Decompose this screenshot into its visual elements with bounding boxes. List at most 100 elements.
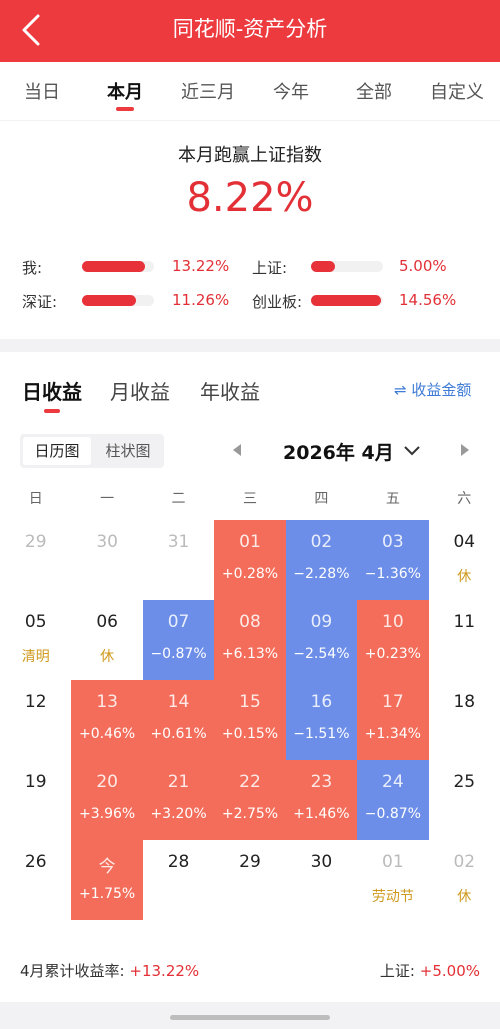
calendar-day-cell: 30 xyxy=(71,520,142,600)
compare-value-sh: 5.00% xyxy=(399,257,447,275)
day-number: 15 xyxy=(239,692,261,712)
day-number: 11 xyxy=(453,612,476,632)
calendar-day-cell[interactable]: 02 −2.28% xyxy=(285,520,358,600)
day-number: 25 xyxy=(453,772,476,792)
calendar-day-cell[interactable]: 24 −0.87% xyxy=(357,760,429,840)
day-number: 30 xyxy=(96,532,118,552)
tab-today[interactable]: 当日 xyxy=(24,82,60,103)
day-number: 01 xyxy=(382,852,404,872)
calendar-day-cell: 29 xyxy=(0,520,71,600)
calendar-day-cell[interactable]: 07 −0.87% xyxy=(142,600,215,680)
calendar-day-cell[interactable]: 22 +2.75% xyxy=(214,760,286,840)
day-number: 02 xyxy=(310,532,333,552)
calendar-day-cell[interactable]: 01 +0.28% xyxy=(214,520,286,600)
day-number: 22 xyxy=(239,772,261,792)
day-number: 18 xyxy=(453,692,476,712)
day-return-value: −2.54% xyxy=(293,646,350,662)
day-number: 08 xyxy=(239,612,261,632)
calendar-day-cell: 06 休 xyxy=(71,600,142,680)
calendar-day-cell: 31 xyxy=(143,520,214,600)
calendar-day-cell[interactable]: 08 +6.13% xyxy=(214,600,286,680)
day-return-value: +6.13% xyxy=(221,646,279,662)
compare-label-me: 我: xyxy=(22,259,43,277)
calendar-day-cell[interactable]: 13 +0.46% xyxy=(71,680,143,760)
compare-bar-cyb xyxy=(311,295,383,306)
bar-chart-view-button[interactable]: 柱状图 xyxy=(105,442,151,460)
toggle-amount-link[interactable]: ⇌ 收益金额 xyxy=(394,381,472,399)
calendar-day-cell[interactable]: 今 +1.75% xyxy=(71,840,143,920)
calendar-day-cell[interactable]: 23 +1.46% xyxy=(285,760,358,840)
day-return-value: −1.36% xyxy=(364,566,421,582)
compare-value-cyb: 14.56% xyxy=(399,291,457,309)
calendar-day-cell[interactable]: 16 −1.51% xyxy=(285,680,358,760)
calendar-day-cell: 30 xyxy=(286,840,357,920)
day-return-value: +3.20% xyxy=(150,806,207,822)
calendar-day-cell: 02 休 xyxy=(429,840,500,920)
tab-this-year[interactable]: 今年 xyxy=(273,82,309,103)
day-number: 19 xyxy=(24,772,47,792)
index-return: 上证: +5.00% xyxy=(380,960,480,981)
calendar-day-cell[interactable]: 10 +0.23% xyxy=(357,600,429,680)
compare-bar-me xyxy=(82,261,154,272)
day-return-value: +1.46% xyxy=(293,806,350,822)
compare-bar-cyb-fill xyxy=(311,295,381,306)
tab-this-month[interactable]: 本月 xyxy=(107,82,143,103)
back-arrow-icon[interactable] xyxy=(12,10,52,50)
day-number: 29 xyxy=(24,532,47,552)
day-return-value: +0.46% xyxy=(79,726,136,742)
chevron-down-icon[interactable] xyxy=(402,440,422,460)
compare-bar-me-fill xyxy=(82,261,146,272)
day-number: 09 xyxy=(310,612,333,632)
compare-value-sz: 11.26% xyxy=(172,291,230,309)
day-number: 21 xyxy=(167,772,190,792)
day-return-value: +1.34% xyxy=(364,726,421,742)
day-number: 31 xyxy=(167,532,190,552)
day-number: 24 xyxy=(382,772,404,792)
app-header: 同花顺-资产分析 xyxy=(0,0,500,62)
calendar-day-cell[interactable]: 17 +1.34% xyxy=(357,680,429,760)
monthly-cumulative-return: 4月累计收益率: +13.22% xyxy=(20,960,199,981)
weekday-label: 一 xyxy=(100,491,115,507)
day-number: 30 xyxy=(310,852,333,872)
tab-monthly-returns[interactable]: 月收益 xyxy=(110,380,170,404)
tab-all[interactable]: 全部 xyxy=(356,82,392,103)
compare-bar-sz xyxy=(82,295,154,306)
index-return-value: +5.00% xyxy=(419,962,480,980)
day-number: 07 xyxy=(167,612,190,632)
calendar-day-cell: 05 清明 xyxy=(0,600,71,680)
day-number: 04 xyxy=(453,532,476,552)
next-month-icon[interactable] xyxy=(458,442,472,458)
tab-yearly-returns[interactable]: 年收益 xyxy=(200,380,260,404)
day-number: 26 xyxy=(24,852,47,872)
day-return-value: −1.51% xyxy=(293,726,350,742)
calendar-day-cell: 19 xyxy=(0,760,71,840)
compare-bar-sh xyxy=(311,261,383,272)
holiday-note: 清明 xyxy=(21,649,50,665)
calendar-day-cell[interactable]: 21 +3.20% xyxy=(142,760,215,840)
compare-bar-sz-fill xyxy=(82,295,136,306)
holiday-note: 休 xyxy=(100,649,115,665)
calendar-day-cell[interactable]: 03 −1.36% xyxy=(357,520,429,600)
day-return-value: −2.28% xyxy=(293,566,350,582)
calendar-view-button[interactable]: 日历图 xyxy=(23,437,91,465)
tab-three-months[interactable]: 近三月 xyxy=(181,82,235,103)
index-return-label: 上证: xyxy=(379,962,415,980)
day-number: 29 xyxy=(239,852,261,872)
day-return-value: +1.75% xyxy=(79,886,136,902)
compare-label-cyb: 创业板: xyxy=(252,293,303,311)
calendar-day-cell[interactable]: 09 −2.54% xyxy=(285,600,358,680)
calendar-day-cell[interactable]: 20 +3.96% xyxy=(71,760,143,840)
calendar-day-cell: 29 xyxy=(214,840,285,920)
previous-month-icon[interactable] xyxy=(230,442,244,458)
tab-daily-returns[interactable]: 日收益 xyxy=(22,380,82,404)
calendar-day-cell: 26 xyxy=(0,840,71,920)
tab-custom[interactable]: 自定义 xyxy=(430,82,484,103)
day-number: 20 xyxy=(96,772,118,792)
calendar-day-cell[interactable]: 15 +0.15% xyxy=(214,680,286,760)
holiday-note: 劳动节 xyxy=(371,889,414,905)
compare-label-sz: 深证: xyxy=(22,293,58,311)
day-number: 10 xyxy=(382,612,404,632)
month-label[interactable]: 2026年 4月 xyxy=(283,442,394,464)
calendar-day-cell[interactable]: 14 +0.61% xyxy=(142,680,215,760)
day-return-value: −0.87% xyxy=(150,646,207,662)
